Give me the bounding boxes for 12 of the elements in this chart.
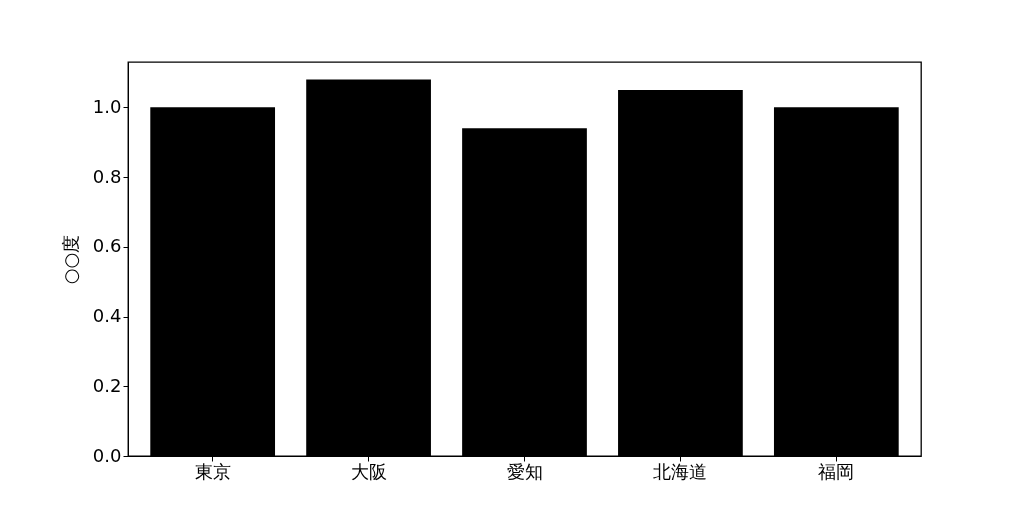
y-tick-label: 0.2: [92, 374, 122, 396]
x-tick-label: 福岡: [818, 460, 855, 482]
x-tick-label: 愛知: [506, 460, 543, 482]
x-tick-label: 東京: [194, 460, 231, 482]
x-tick-label: 北海道: [653, 460, 708, 482]
y-tick-label: 0.0: [92, 444, 122, 466]
y-tick-label: 1.0: [92, 95, 122, 117]
x-tick-label: 大阪: [350, 460, 387, 482]
y-tick-label: 0.8: [92, 165, 122, 187]
y-axis-title: ○○度: [59, 234, 81, 285]
y-tick-label: 0.6: [92, 235, 122, 257]
y-tick-label: 0.4: [92, 305, 122, 327]
